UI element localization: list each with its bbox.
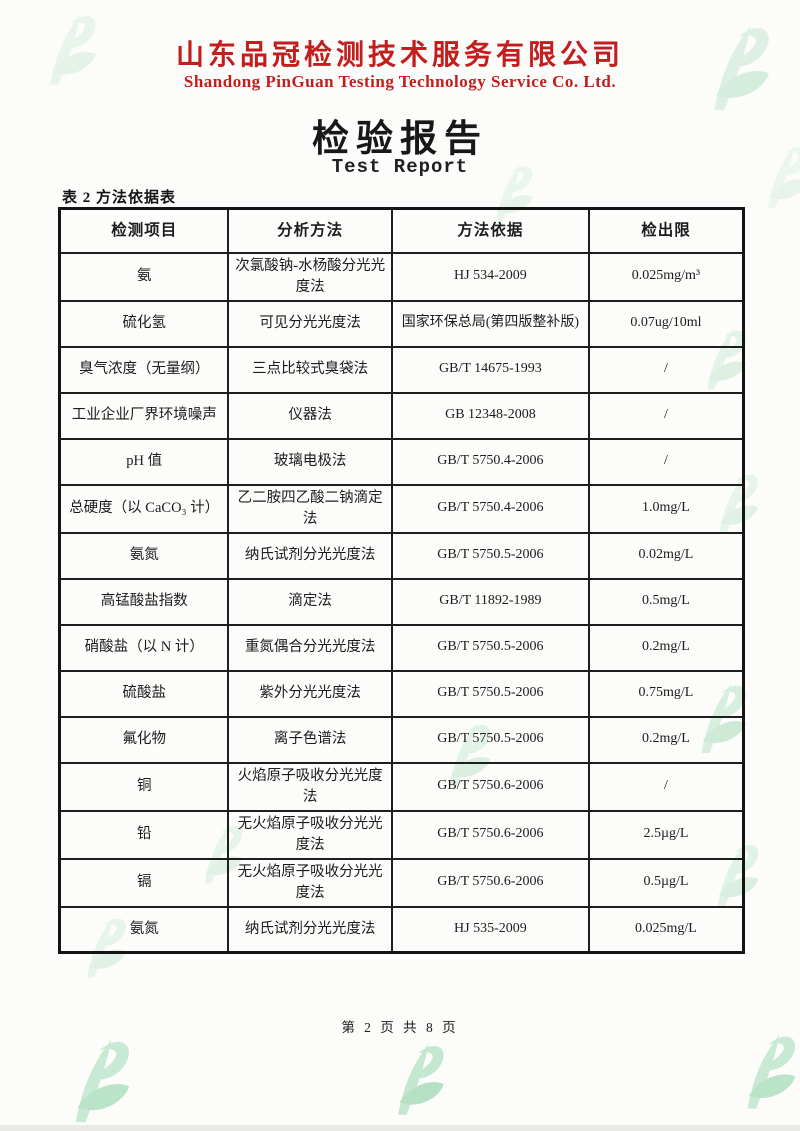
column-header: 检出限 [587, 207, 745, 254]
basis-cell: GB/T 5750.6-2006 [390, 857, 590, 908]
table-row: 高锰酸盐指数 滴定法 GB/T 11892-1989 0.5mg/L [58, 577, 745, 626]
basis-cell: HJ 535-2009 [390, 905, 590, 954]
limit-cell: 0.2mg/L [587, 715, 745, 764]
item-cell: 镉 [58, 857, 230, 908]
limit-cell: 0.5mg/L [587, 577, 745, 626]
table-row: 氟化物 离子色谱法 GB/T 5750.5-2006 0.2mg/L [58, 715, 745, 764]
limit-cell: 0.75mg/L [587, 669, 745, 718]
table-row: 铜火焰原子吸收分光光度法 GB/T 5750.6-2006/ [58, 761, 745, 812]
method-cell: 火焰原子吸收分光光度法 [227, 761, 393, 812]
item-cell: 氨 [58, 251, 230, 302]
table-row: 氨次氯酸钠-水杨酸分光光度法 HJ 534-2009 0.025mg/m³ [58, 251, 745, 302]
column-header: 方法依据 [390, 207, 590, 254]
item-cell: 硝酸盐（以 N 计） [58, 623, 230, 672]
method-basis-table: 检测项目 分析方法 方法依据 检出限 氨次氯酸钠-水杨酸分光光度法 HJ 534-200… [58, 207, 745, 955]
pinguan-leaf-p-logo-icon [376, 1036, 448, 1119]
limit-cell: / [587, 437, 745, 486]
limit-cell: / [587, 761, 745, 812]
method-cell: 乙二胺四乙酸二钠滴定法 [227, 483, 393, 534]
basis-cell: GB/T 11892-1989 [390, 577, 590, 626]
table-row: 总硬度（以 CaCO₃ 计） 乙二胺四乙酸二钠滴定法 GB/T 5750.4-200… [58, 483, 745, 534]
limit-cell: 1.0mg/L [587, 483, 745, 534]
method-cell: 离子色谱法 [227, 715, 393, 764]
table-header-row: 检测项目 分析方法 方法依据 检出限 [58, 207, 745, 254]
item-cell: 硫酸盐 [58, 669, 230, 718]
limit-cell: 0.02mg/L [587, 531, 745, 580]
limit-cell: 0.5µg/L [587, 857, 745, 908]
basis-cell: GB 12348-2008 [390, 391, 590, 440]
method-cell: 重氮偶合分光光度法 [227, 623, 393, 672]
method-cell: 次氯酸钠-水杨酸分光光度法 [227, 251, 393, 302]
method-cell: 三点比较式臭袋法 [227, 345, 393, 394]
basis-cell: GB/T 5750.6-2006 [390, 761, 590, 812]
table-row: 镉无火焰原子吸收分光光度法 GB/T 5750.6-2006 0.5µg/L [58, 857, 745, 908]
table-row: 臭气浓度（无量纲） 三点比较式臭袋法 GB/T 14675-1993/ [58, 345, 745, 394]
pinguan-leaf-p-logo-icon [724, 1026, 800, 1113]
limit-cell: / [587, 391, 745, 440]
report-title-en: Test Report [331, 156, 469, 178]
page-number: 第 2 页 共 8 页 [341, 1020, 459, 1035]
method-cell: 无火焰原子吸收分光光度法 [227, 857, 393, 908]
basis-cell: GB/T 5750.5-2006 [390, 623, 590, 672]
column-header: 分析方法 [227, 207, 393, 254]
basis-cell: GB/T 5750.4-2006 [390, 483, 590, 534]
table-body: 氨次氯酸钠-水杨酸分光光度法 HJ 534-2009 0.025mg/m³ 硫化氢 可见… [58, 251, 745, 954]
method-cell: 可见分光光度法 [227, 299, 393, 348]
table-row: 工业企业厂界环境噪声 仪器法 GB 12348-2008/ [58, 391, 745, 440]
table-row: 氨氮 纳氏试剂分光光度法 GB/T 5750.5-2006 0.02mg/L [58, 531, 745, 580]
method-cell: 玻璃电极法 [227, 437, 393, 486]
company-name-cn: 山东品冠检测技术服务有限公司 [175, 40, 624, 71]
method-cell: 无火焰原子吸收分光光度法 [227, 809, 393, 860]
limit-cell: / [587, 345, 745, 394]
basis-cell: GB/T 5750.5-2006 [390, 669, 590, 718]
table-row: 氨氮 纳氏试剂分光光度法 HJ 535-2009 0.025mg/L [58, 905, 745, 954]
item-cell: 铅 [58, 809, 230, 860]
basis-cell: GB/T 14675-1993 [390, 345, 590, 394]
method-cell: 滴定法 [227, 577, 393, 626]
table-row: 硫酸盐 紫外分光光度法 GB/T 5750.5-2006 0.75mg/L [58, 669, 745, 718]
table-row: 铅无火焰原子吸收分光光度法 GB/T 5750.6-2006 2.5µg/L [58, 809, 745, 860]
item-cell: 氨氮 [58, 905, 230, 954]
table-row: pH 值玻璃电极法 GB/T 5750.4-2006/ [58, 437, 745, 486]
limit-cell: 2.5µg/L [587, 809, 745, 860]
item-cell: 氨氮 [58, 531, 230, 580]
scan-edge [0, 1125, 800, 1131]
item-cell: 工业企业厂界环境噪声 [58, 391, 230, 440]
method-cell: 纳氏试剂分光光度法 [227, 531, 393, 580]
pinguan-leaf-p-logo-icon [50, 1030, 134, 1127]
table-row: 硝酸盐（以 N 计） 重氮偶合分光光度法 GB/T 5750.5-2006 0.2mg… [58, 623, 745, 672]
method-cell: 紫外分光光度法 [227, 669, 393, 718]
limit-cell: 0.2mg/L [587, 623, 745, 672]
limit-cell: 0.025mg/m³ [587, 251, 745, 302]
item-cell: 铜 [58, 761, 230, 812]
column-header: 检测项目 [58, 207, 230, 254]
item-cell: 臭气浓度（无量纲） [58, 345, 230, 394]
basis-cell: GB/T 5750.4-2006 [390, 437, 590, 486]
limit-cell: 0.025mg/L [587, 905, 745, 954]
item-cell: 氟化物 [58, 715, 230, 764]
report-title-cn: 检验报告 [312, 119, 488, 160]
item-cell: 硫化氢 [58, 299, 230, 348]
company-name-en: Shandong PinGuan Testing Technology Serv… [183, 72, 617, 91]
basis-cell: GB/T 5750.5-2006 [390, 715, 590, 764]
limit-cell: 0.07ug/10ml [587, 299, 745, 348]
item-cell: 高锰酸盐指数 [58, 577, 230, 626]
method-cell: 仪器法 [227, 391, 393, 440]
item-cell: 总硬度（以 CaCO₃ 计） [58, 483, 230, 534]
item-cell: pH 值 [58, 437, 230, 486]
basis-cell: GB/T 5750.5-2006 [390, 531, 590, 580]
basis-cell: HJ 534-2009 [390, 251, 590, 302]
table-caption: 表 2 方法依据表 [62, 190, 177, 206]
method-cell: 纳氏试剂分光光度法 [227, 905, 393, 954]
table-row: 硫化氢 可见分光光度法 国家环保总局(第四版整补版) 0.07ug/10ml [58, 299, 745, 348]
basis-cell: GB/T 5750.6-2006 [390, 809, 590, 860]
basis-cell: 国家环保总局(第四版整补版) [390, 299, 590, 348]
